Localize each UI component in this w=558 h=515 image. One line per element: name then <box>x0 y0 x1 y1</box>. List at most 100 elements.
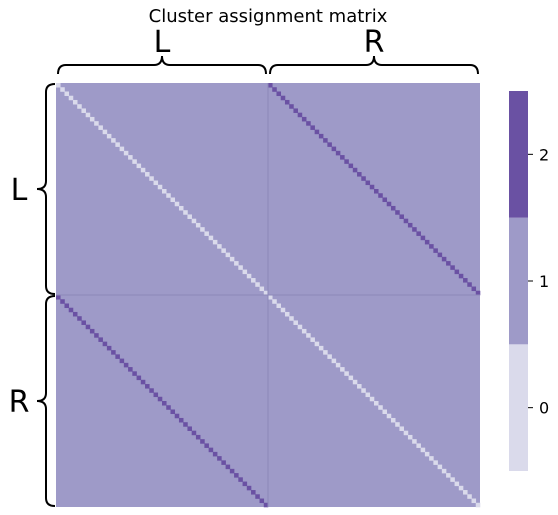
matrix-cell-paired <box>162 401 167 406</box>
matrix-cell-paired <box>284 99 290 105</box>
matrix-cell-diagonal <box>420 447 426 453</box>
matrix-cell-paired <box>111 350 116 355</box>
matrix-cell-diagonal <box>306 333 311 338</box>
matrix-cell-diagonal <box>204 231 209 236</box>
matrix-cell-paired <box>416 231 421 236</box>
matrix-cell-diagonal <box>208 235 214 241</box>
matrix-cell-paired <box>357 172 362 177</box>
matrix-cell-paired <box>94 333 99 338</box>
matrix-cell-paired <box>102 341 108 347</box>
left-group-label: L <box>11 173 28 208</box>
matrix-cell-diagonal <box>94 121 99 126</box>
matrix-cell-diagonal <box>195 222 201 228</box>
matrix-cell-paired <box>340 155 345 160</box>
matrix-cell-paired <box>128 367 133 372</box>
matrix-cell-paired <box>56 295 61 300</box>
colorbar: 0 1 2 <box>509 91 549 471</box>
matrix-cell-diagonal <box>441 468 447 474</box>
matrix-cell-paired <box>403 218 409 224</box>
matrix-cell-paired <box>378 193 383 198</box>
matrix-cell-diagonal <box>293 320 298 325</box>
matrix-cell-diagonal <box>217 244 222 249</box>
matrix-cell-paired <box>424 239 430 245</box>
matrix-cell-paired <box>255 494 260 499</box>
matrix-cell-paired <box>64 303 70 309</box>
matrix-cell-diagonal <box>327 354 332 359</box>
matrix-cell-paired <box>297 112 303 118</box>
matrix-cell-diagonal <box>85 112 91 118</box>
matrix-cell-diagonal <box>348 375 354 381</box>
matrix-cell-paired <box>344 159 349 164</box>
matrix-cell-diagonal <box>301 328 307 334</box>
matrix-cell-paired <box>382 197 388 203</box>
matrix-cell-diagonal <box>446 473 451 478</box>
matrix-cell-paired <box>446 261 451 266</box>
colorbar-segment <box>509 91 528 218</box>
matrix-cell-diagonal <box>123 150 129 156</box>
matrix-cell-diagonal <box>340 367 345 372</box>
matrix-cell-diagonal <box>106 133 112 139</box>
matrix-cell-paired <box>229 468 235 474</box>
matrix-cell-diagonal <box>369 396 375 402</box>
matrix-cell-paired <box>81 320 86 325</box>
top-group-label: R <box>364 25 385 60</box>
matrix-cell-diagonal <box>412 439 417 444</box>
matrix-cell-paired <box>145 384 150 389</box>
matrix-cell-paired <box>195 434 201 440</box>
top-bracket-l <box>57 55 267 75</box>
matrix-cell-diagonal <box>272 299 277 304</box>
matrix-cell-paired <box>399 214 404 219</box>
matrix-cell-diagonal <box>297 324 303 330</box>
matrix-cell-diagonal <box>365 392 371 398</box>
matrix-cell-paired <box>89 328 95 334</box>
matrix-cell-diagonal <box>395 422 400 427</box>
matrix-cell-paired <box>272 87 277 92</box>
matrix-cell-diagonal <box>149 176 154 181</box>
left-group-brackets: LR <box>9 83 56 507</box>
group-separators <box>56 83 480 507</box>
matrix-cell-paired <box>331 146 337 152</box>
matrix-cell-diagonal <box>111 138 116 143</box>
matrix-cell-paired <box>276 91 282 97</box>
matrix-cell-diagonal <box>68 95 74 101</box>
matrix-cell-paired <box>106 345 112 351</box>
matrix-cell-diagonal <box>463 490 468 495</box>
matrix-cell-diagonal <box>467 494 472 499</box>
matrix-cell-paired <box>441 256 447 262</box>
matrix-cell-paired <box>178 417 184 423</box>
matrix-cell-diagonal <box>60 87 65 92</box>
matrix-cell-diagonal <box>450 477 455 482</box>
matrix-cell-diagonal <box>407 434 413 440</box>
matrix-cell-paired <box>458 273 464 279</box>
matrix-cell-paired <box>289 104 294 109</box>
matrix-cell-paired <box>149 388 154 393</box>
matrix-cell-diagonal <box>238 265 243 270</box>
matrix-cell-diagonal <box>357 384 362 389</box>
matrix-cell-diagonal <box>191 218 197 224</box>
matrix-cell-paired <box>119 358 125 364</box>
matrix-cell-diagonal <box>128 155 133 160</box>
matrix-cell-paired <box>310 125 315 130</box>
colorbar-tick-label: 2 <box>539 145 549 164</box>
matrix-cell-diagonal <box>183 210 188 215</box>
matrix-cell-paired <box>246 485 252 491</box>
matrix-cell-diagonal <box>64 91 70 97</box>
matrix-cell-paired <box>140 379 146 385</box>
matrix-cell-diagonal <box>475 502 481 508</box>
matrix-cell-diagonal <box>318 345 324 351</box>
matrix-cell-paired <box>115 354 120 359</box>
left-bracket-l <box>36 83 56 295</box>
matrix-cell-paired <box>238 477 243 482</box>
matrix-cell-diagonal <box>212 239 218 245</box>
matrix-cell-paired <box>268 83 273 88</box>
matrix-cell-diagonal <box>268 295 273 300</box>
chart-title: Cluster assignment matrix <box>149 6 388 27</box>
matrix-cell-diagonal <box>119 146 125 152</box>
matrix-cell-paired <box>335 150 341 156</box>
left-bracket-r <box>36 295 56 507</box>
matrix-cell-diagonal <box>56 83 61 88</box>
matrix-cell-diagonal <box>390 417 396 423</box>
matrix-cell-diagonal <box>72 99 78 105</box>
matrix-cell-diagonal <box>174 201 180 207</box>
